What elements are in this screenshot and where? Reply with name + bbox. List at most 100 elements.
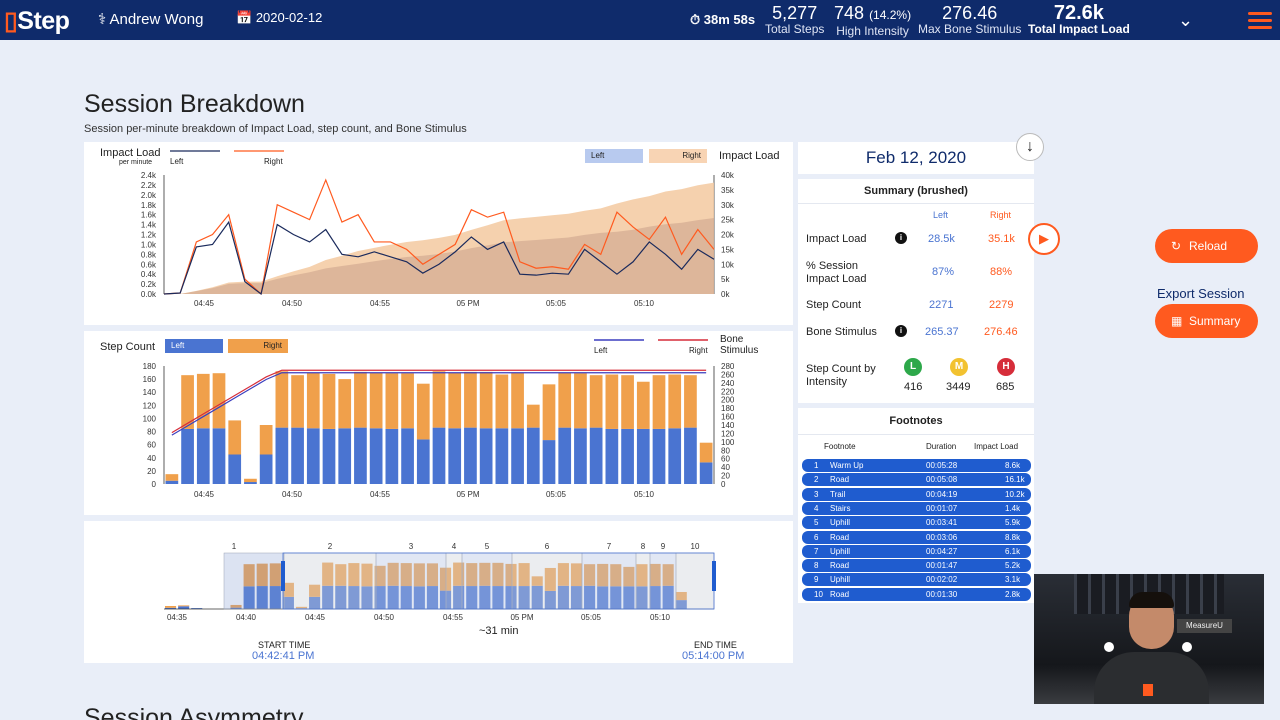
footnote-number: 1 (814, 461, 819, 470)
toggle-left-pill[interactable]: Left (165, 339, 223, 353)
export-summary-button[interactable]: ▦ Summary (1155, 304, 1258, 338)
brush-bar-left (557, 585, 569, 609)
brush-bar-left (662, 585, 674, 609)
impact-col-header: Impact Load (974, 442, 1019, 451)
footnote-row[interactable]: 8 Road 00:01:47 5.2k (802, 559, 1031, 573)
chevron-down-icon[interactable]: ⌄ (1178, 10, 1194, 30)
brush-bar-left (400, 586, 412, 609)
brush-bar-right (165, 606, 177, 608)
summary-title: Summary (brushed) (864, 185, 968, 197)
y-tick-label: 0 (152, 480, 157, 489)
brush-timeline[interactable]: 1 2 3 4 5 6 7 8 9 10 04:35 04:40 04:45 04:50 04:55 05 P… (84, 521, 793, 663)
footnote-number: 6 (545, 542, 550, 551)
pill-text: Left (591, 151, 605, 160)
impact-load-card: Impact Load per minute Left Right Left R… (84, 142, 793, 325)
app-logo[interactable]: ▯Step (4, 6, 70, 36)
reload-button[interactable]: ↻ Reload (1155, 229, 1258, 263)
legend-right: Right (264, 157, 283, 166)
bar-right (605, 374, 619, 429)
summary-label: Summary (1189, 314, 1241, 328)
brush-bar-left (518, 586, 530, 609)
bar-right (526, 404, 540, 428)
footnote-name: Uphill (830, 575, 851, 585)
y-tick-label: 0.4k (141, 270, 157, 279)
bar-left (636, 428, 650, 484)
bar-left (526, 427, 540, 484)
download-icon[interactable]: ↓ (1016, 133, 1044, 161)
footnote-load: 10.2k (1005, 489, 1025, 499)
brush-bar-right (584, 564, 596, 586)
brush-bar-right (282, 582, 294, 597)
footnote-row[interactable]: 9 Uphill 00:02:02 3.1k (802, 573, 1031, 587)
brush-bar-right (518, 563, 530, 587)
bar-right (401, 373, 414, 429)
footnote-row[interactable]: 6 Road 00:03:06 8.8k (802, 530, 1031, 544)
brush-bar-left (453, 585, 465, 609)
play-video-icon[interactable]: ▶ (1028, 223, 1060, 255)
footnote-duration: 00:02:02 (926, 575, 958, 585)
x-tick-label: 04:50 (282, 299, 303, 308)
footnote-row[interactable]: 5 Uphill 00:03:41 5.9k (802, 516, 1031, 530)
y-tick-label: 0.0k (141, 290, 157, 299)
footnote-row[interactable]: 10 Road 00:01:30 2.8k (802, 587, 1031, 601)
bar-right (668, 374, 682, 429)
bar-left (621, 428, 634, 484)
footnote-number: 10 (814, 589, 823, 599)
y-tick-label: 1.4k (141, 221, 157, 230)
bar-right (479, 371, 493, 429)
brush-bar-right (479, 562, 491, 586)
footnote-number: 3 (814, 489, 819, 499)
bar-right (212, 373, 226, 429)
footnote-row[interactable]: 3 Trail 00:04:19 10.2k (802, 487, 1031, 501)
col-right: Right (990, 210, 1012, 220)
y2-tick-label: 180 (721, 404, 735, 413)
bar-left (259, 454, 273, 484)
impact-load-sublabel: per minute (119, 159, 153, 166)
footnote-row[interactable]: 4 Stairs 00:01:07 1.4k (802, 501, 1031, 515)
bar-left (558, 427, 572, 484)
high-intensity-badge: H (997, 358, 1015, 376)
toggle-left-pill[interactable]: Left (585, 149, 643, 163)
brush-bar-right (570, 563, 583, 587)
footnote-duration: 00:01:07 (926, 503, 958, 513)
bar-right (464, 371, 477, 428)
bar-left (652, 428, 666, 484)
bar-right (511, 372, 524, 429)
session-date[interactable]: 📅 2020-02-12 (236, 10, 322, 26)
brush-bar-left (505, 586, 517, 609)
toggle-right-pill[interactable]: Right (228, 339, 288, 353)
footnote-row[interactable]: 7 Uphill 00:04:27 6.1k (802, 544, 1031, 558)
x-tick-label: 04:55 (370, 490, 391, 499)
bar-left (668, 428, 682, 484)
footnote-number: 8 (814, 561, 819, 571)
user-menu[interactable]: ⚕ Andrew Wong (98, 10, 203, 28)
x-tick-label: 04:55 (370, 299, 391, 308)
x-tick-label: 05 PM (456, 299, 479, 308)
presenter-video[interactable]: MeasureU (1034, 574, 1264, 704)
bar-right (699, 442, 713, 463)
stat-label: High Intensity (836, 24, 909, 38)
bone-right-line (171, 369, 707, 434)
toggle-right-pill[interactable]: Right (649, 149, 707, 163)
x-tick-label: 05:05 (546, 299, 567, 308)
page-subtitle: Session per-minute breakdown of Impact L… (84, 123, 467, 135)
footnote-row[interactable]: 1 Warm Up 00:05:28 8.6k (802, 459, 1031, 472)
brush-bar-left (623, 586, 635, 609)
footnote-row[interactable]: 2 Road 00:05:08 16.1k (802, 473, 1031, 487)
legend-left: Left (594, 346, 608, 355)
hamburger-menu-icon[interactable] (1248, 12, 1272, 33)
bar-left (684, 427, 697, 484)
step-count-card: Step Count Left Right Left Right Bone St… (84, 331, 793, 515)
bar-right (259, 425, 273, 455)
duration-col-header: Duration (926, 442, 957, 451)
bar-left (291, 427, 304, 484)
legend-right: Right (689, 346, 708, 355)
brush-bar-left (191, 608, 203, 609)
footnote-name: Trail (830, 489, 846, 499)
info-icon[interactable]: i (895, 232, 907, 244)
bar-right (621, 375, 634, 429)
info-icon[interactable]: i (895, 325, 907, 337)
footnote-duration: 00:01:47 (926, 561, 958, 571)
footnote-col-header: Footnote (824, 442, 856, 451)
step-count-left: 2271 (929, 299, 954, 311)
